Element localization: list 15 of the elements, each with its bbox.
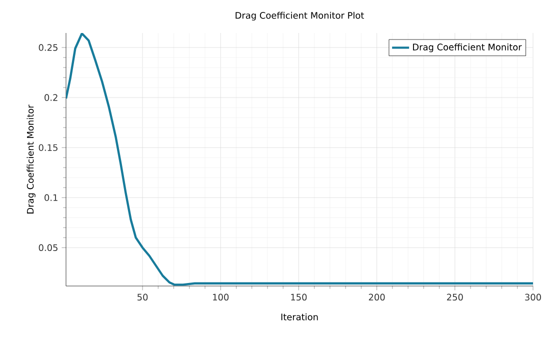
y-tick-label: 0.15 (38, 144, 58, 151)
x-tick-label: 300 (525, 294, 541, 301)
y-tick-label: 0.1 (44, 194, 58, 202)
x-tick-label: 150 (291, 294, 307, 301)
chart-title: Drag Coefficient Monitor Plot (236, 12, 364, 20)
x-tick-label: 250 (447, 294, 463, 301)
y-tick-label: 0.25 (38, 44, 58, 51)
y-tick-label: 0.2 (44, 94, 58, 101)
x-tick-label: 100 (213, 294, 229, 301)
legend-label: Drag Coefficient Monitor (413, 44, 522, 52)
x-tick-label: 50 (138, 294, 148, 301)
x-tick-label: 200 (368, 294, 385, 301)
y-axis-title: Drag Coefficient Monitor (26, 104, 36, 214)
y-tick-label: 0.05 (38, 244, 58, 252)
x-axis-title: Iteration (281, 313, 318, 320)
